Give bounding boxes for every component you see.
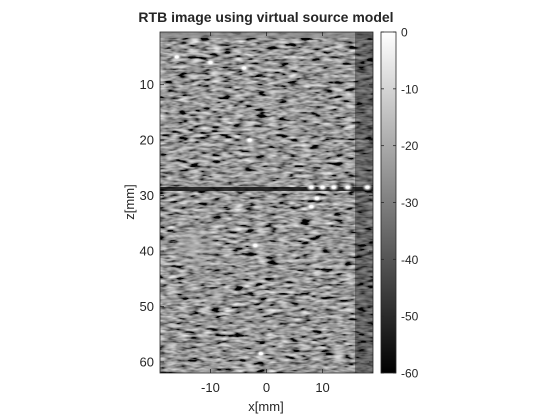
cyst-layer xyxy=(174,225,219,271)
x-axis-ticks: -10 0 10 xyxy=(201,32,330,395)
colorbar-ticks: 0 -10 -20 -30 -40 -50 -60 xyxy=(381,26,419,381)
point-target-core xyxy=(314,196,319,200)
point-target xyxy=(317,183,329,192)
point-target xyxy=(305,202,317,211)
point-target xyxy=(171,52,183,61)
point-target xyxy=(249,241,261,250)
point-target-core xyxy=(174,55,179,59)
point-target xyxy=(311,194,323,203)
point-target-core xyxy=(258,352,263,356)
colorbar-tick-label: -60 xyxy=(401,367,419,381)
point-target-core xyxy=(208,60,213,64)
point-target xyxy=(342,183,354,192)
point-target-core xyxy=(242,66,247,70)
y-tick-label: 50 xyxy=(140,299,154,314)
colorbar-tick-label: -30 xyxy=(401,196,419,210)
point-target xyxy=(255,349,267,358)
colorbar-tick-label: -50 xyxy=(401,310,419,324)
dark-line-artifact xyxy=(160,187,373,191)
side-shadow-right xyxy=(355,32,373,373)
x-tick-label: 0 xyxy=(263,380,270,395)
point-target xyxy=(328,183,340,192)
point-target xyxy=(238,64,250,73)
point-target xyxy=(244,136,256,145)
y-tick-label: 20 xyxy=(140,133,154,148)
ultrasound-image xyxy=(160,32,373,373)
y-axis-label: z[mm] xyxy=(122,184,137,219)
y-tick-label: 30 xyxy=(140,188,154,203)
colorbar-tick-label: -10 xyxy=(401,82,419,96)
point-target-core xyxy=(365,185,370,189)
point-target-core xyxy=(331,185,336,189)
point-target-core xyxy=(253,243,258,247)
chart-title: RTB image using virtual source model xyxy=(138,9,393,25)
y-axis-ticks: 10 20 30 40 50 60 xyxy=(140,77,373,369)
y-tick-label: 60 xyxy=(140,354,154,369)
point-target xyxy=(361,183,373,192)
y-tick-label: 10 xyxy=(140,77,154,92)
colorbar-tick-label: -40 xyxy=(401,253,419,267)
x-axis-label: x[mm] xyxy=(248,399,283,414)
point-target xyxy=(305,183,317,192)
x-tick-label: 10 xyxy=(315,380,329,395)
colorbar-tick-label: -20 xyxy=(401,139,419,153)
y-tick-label: 40 xyxy=(140,244,154,259)
point-target-core xyxy=(247,138,252,142)
speckle-texture xyxy=(160,32,373,373)
point-target-core xyxy=(345,185,350,189)
point-target-core xyxy=(320,185,325,189)
point-target xyxy=(204,58,216,67)
point-targets-layer xyxy=(171,52,373,358)
point-target-core xyxy=(309,205,314,209)
cyst xyxy=(174,225,219,271)
point-target-core xyxy=(309,185,314,189)
colorbar xyxy=(381,32,396,373)
colorbar-tick-label: 0 xyxy=(401,26,408,40)
x-tick-label: -10 xyxy=(201,380,220,395)
